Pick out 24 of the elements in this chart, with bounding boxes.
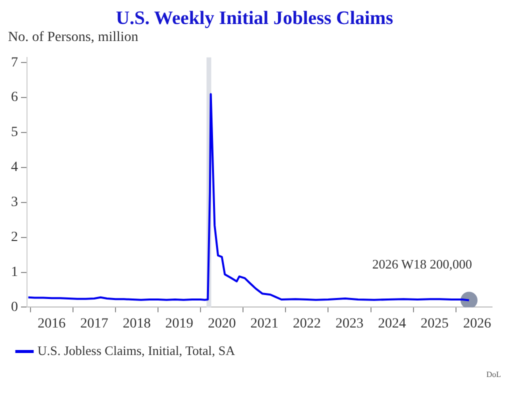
y-tick-label: 1 (11, 264, 18, 280)
x-tick-label: 2026 (463, 316, 492, 332)
annotation: 2026 W18 200,000 (372, 256, 472, 272)
x-tick-label: 2016 (38, 316, 66, 332)
y-tick-label: 3 (11, 195, 18, 210)
y-tick-label: 4 (11, 160, 18, 176)
x-tick-label: 2020 (208, 316, 236, 332)
y-tick-label: 7 (11, 55, 18, 70)
x-tick-label: 2018 (122, 316, 151, 332)
x-tick-label: 2021 (250, 316, 278, 332)
y-tick-label: 5 (11, 125, 18, 140)
y-tick-label: 6 (11, 90, 18, 106)
y-tick-label: 2 (11, 230, 18, 245)
x-tick-label: 2024 (378, 316, 406, 332)
chart-title: U.S. Weekly Initial Jobless Claims (114, 8, 394, 30)
legend-label: U.S. Jobless Claims, Initial, Total, SA (38, 342, 236, 358)
x-tick-label: 2017 (80, 316, 108, 332)
x-tick-label: 2025 (420, 316, 449, 332)
y-tick-label: 0 (11, 300, 18, 315)
x-tick-label: 2023 (335, 316, 364, 332)
x-tick-label: 2022 (292, 316, 321, 332)
text: DoL (485, 370, 501, 379)
x-tick-label: 2019 (165, 316, 194, 332)
y-axis-title: No. of Persons, million (8, 30, 140, 46)
